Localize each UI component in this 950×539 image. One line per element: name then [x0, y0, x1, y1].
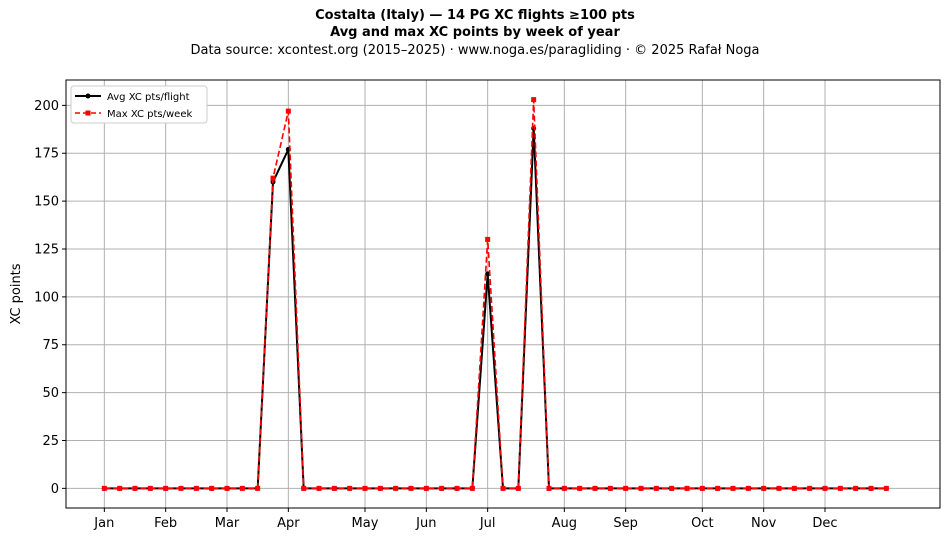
series-layer	[101, 97, 889, 491]
data-point-max	[454, 485, 460, 491]
data-point-max	[684, 485, 690, 491]
data-point-max	[822, 485, 828, 491]
series-line-max	[104, 98, 887, 490]
data-point-max	[362, 485, 368, 491]
data-point-max	[883, 485, 889, 491]
data-point-max	[638, 485, 644, 491]
y-tick-label: 100	[34, 290, 59, 305]
y-tick-label: 175	[34, 147, 59, 162]
data-point-max	[224, 485, 230, 491]
data-point-max	[607, 485, 613, 491]
chart-title: Costalta (Italy) — 14 PG XC flights ≥100…	[315, 8, 635, 23]
data-point-max	[791, 485, 797, 491]
data-point-max	[193, 485, 199, 491]
x-tick-label: Jan	[93, 516, 114, 531]
data-point-max	[331, 485, 337, 491]
x-tick-label: Dec	[812, 516, 837, 531]
x-tick-label: Aug	[552, 516, 577, 531]
data-point-max	[776, 485, 782, 491]
y-tick-label: 25	[42, 434, 59, 449]
data-point-max	[807, 485, 813, 491]
data-point-max	[301, 485, 307, 491]
data-point-max	[546, 485, 552, 491]
data-point-max	[485, 236, 491, 242]
data-point-max	[469, 485, 475, 491]
data-point-max	[239, 485, 245, 491]
x-tick-label: May	[352, 516, 379, 531]
data-point-max	[316, 485, 322, 491]
y-tick-label: 125	[34, 242, 59, 257]
data-point-max	[439, 485, 445, 491]
data-point-max	[347, 485, 353, 491]
data-point-max	[669, 485, 675, 491]
chart-subtitle: Avg and max XC points by week of year	[330, 25, 620, 40]
legend-max-label: Max XC pts/week	[107, 109, 192, 120]
data-point-max	[285, 108, 291, 114]
data-point-max	[147, 485, 153, 491]
data-point-max	[515, 485, 521, 491]
y-tick-label: 50	[42, 386, 59, 401]
data-point-max	[577, 485, 583, 491]
data-point-max	[868, 485, 874, 491]
x-tick-label: Apr	[277, 516, 300, 531]
legend-box	[70, 85, 208, 124]
x-tick-label: Oct	[691, 516, 713, 531]
y-axis-label: XC points	[9, 263, 24, 324]
data-point-max	[761, 485, 767, 491]
data-point-max	[101, 485, 107, 491]
data-point-max	[623, 485, 629, 491]
data-point-max	[132, 485, 138, 491]
series-line-avg	[104, 127, 887, 490]
x-tick-label: Jul	[479, 516, 496, 531]
plot-frame	[65, 79, 941, 509]
data-point-max	[377, 485, 383, 491]
data-point-max	[408, 485, 414, 491]
legend-avg-label: Avg XC pts/flight	[107, 92, 190, 103]
y-tick-label: 75	[42, 338, 59, 353]
data-point-max	[117, 485, 123, 491]
data-point-max	[270, 175, 276, 181]
x-tick-label: Jun	[415, 516, 436, 531]
data-point-max	[730, 485, 736, 491]
data-point-max	[531, 97, 537, 103]
x-tick-label: Mar	[215, 516, 240, 531]
data-point-max	[163, 485, 169, 491]
data-point-max	[561, 485, 567, 491]
data-point-max	[653, 485, 659, 491]
chart-source-line: Data source: xcontest.org (2015–2025) · …	[190, 43, 760, 58]
grid-lines	[66, 80, 940, 508]
x-tick-label: Nov	[751, 516, 777, 531]
data-point-max	[178, 485, 184, 491]
y-tick-label: 150	[34, 195, 59, 210]
x-tick-label: Sep	[613, 516, 638, 531]
y-tick-label: 0	[51, 482, 59, 497]
data-point-max	[715, 485, 721, 491]
data-point-max	[209, 485, 215, 491]
data-point-max	[745, 485, 751, 491]
legend-max-marker	[85, 110, 91, 116]
data-point-max	[423, 485, 429, 491]
y-tick-label: 200	[34, 99, 59, 114]
x-tick-label: Feb	[154, 516, 177, 531]
data-point-max	[500, 485, 506, 491]
legend: Avg XC pts/flight Max XC pts/week	[70, 85, 208, 124]
data-point-max	[837, 485, 843, 491]
data-point-max	[699, 485, 705, 491]
data-point-max	[592, 485, 598, 491]
data-point-max	[853, 485, 859, 491]
data-point-max	[255, 485, 261, 491]
data-point-max	[393, 485, 399, 491]
axis-ticks: 0 25 50 75 100 125 150 175 200 Jan Feb Mar Apr May Jun…	[34, 99, 837, 531]
legend-avg-marker	[85, 93, 91, 99]
